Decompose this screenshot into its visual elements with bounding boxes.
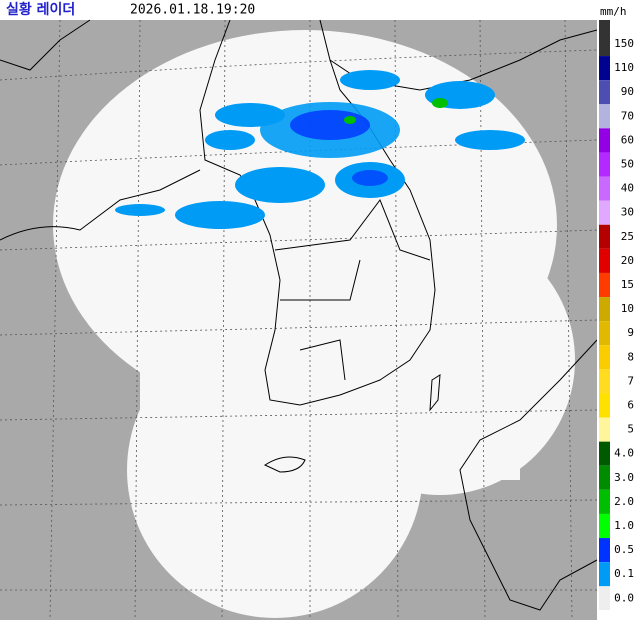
legend-label: 5 <box>627 423 634 436</box>
legend-swatch <box>599 248 610 273</box>
legend-swatch <box>599 441 610 466</box>
legend-label: 6 <box>627 399 634 412</box>
legend-label: 9 <box>627 326 634 339</box>
legend-label: 110 <box>614 61 634 74</box>
legend-swatch <box>599 104 610 129</box>
legend-swatch <box>599 224 610 249</box>
legend-swatch <box>599 562 610 587</box>
legend-swatch <box>599 489 610 514</box>
legend-label: 0.5 <box>614 543 634 556</box>
legend-swatch <box>599 369 610 394</box>
legend-label: 3.0 <box>614 471 634 484</box>
legend-swatch <box>599 272 610 298</box>
legend-swatch <box>599 56 610 81</box>
precipitation <box>115 70 525 229</box>
legend-label: 60 <box>621 133 634 146</box>
legend-swatch <box>599 345 610 370</box>
legend-swatch <box>599 176 610 201</box>
legend-label: 30 <box>621 206 634 219</box>
legend-swatch <box>599 321 610 346</box>
map <box>0 19 598 620</box>
legend-label: 15 <box>621 278 634 291</box>
legend-label: 0.0 <box>614 591 634 604</box>
legend-swatch <box>599 513 610 539</box>
legend-swatch <box>599 586 610 610</box>
legend-label: 1.0 <box>614 519 634 532</box>
legend-swatch <box>599 538 610 563</box>
grid <box>0 19 598 620</box>
legend-swatch <box>599 200 610 225</box>
legend-label: 10 <box>621 302 634 315</box>
legend-swatch <box>599 417 610 442</box>
legend-swatch <box>599 128 610 153</box>
legend-label: 25 <box>621 230 634 243</box>
legend-swatch <box>599 152 610 177</box>
legend-swatch <box>599 297 610 322</box>
legend-label: 90 <box>621 85 634 98</box>
legend-label: 7 <box>627 374 634 387</box>
legend-swatch <box>599 393 610 418</box>
legend-swatch <box>599 80 610 105</box>
legend-label: 70 <box>621 109 634 122</box>
legend-label: 40 <box>621 182 634 195</box>
timestamp: 2026.01.18.19:20 <box>130 3 255 18</box>
legend-label: 8 <box>627 350 634 363</box>
unit: mm/h <box>600 5 627 18</box>
legend-label: 0.1 <box>614 567 634 580</box>
legend-swatch <box>599 20 610 57</box>
legend-label: 150 <box>614 37 634 50</box>
legend-label: 50 <box>621 158 634 171</box>
title: 실황 레이더 <box>6 1 75 18</box>
legend-label: 4.0 <box>614 447 634 460</box>
legend-label: 20 <box>621 254 634 267</box>
legend-label: 2.0 <box>614 495 634 508</box>
legend-swatch <box>599 465 610 490</box>
legend: 150 110 90 70 60 50 40 30 25 20 15 10 9 8 7 6 5 4.0 3.0 2.0… <box>597 20 634 620</box>
